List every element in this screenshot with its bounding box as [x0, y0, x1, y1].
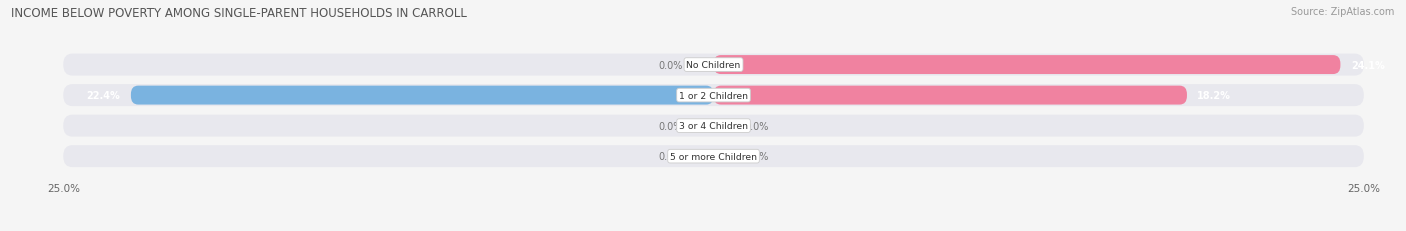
Text: INCOME BELOW POVERTY AMONG SINGLE-PARENT HOUSEHOLDS IN CARROLL: INCOME BELOW POVERTY AMONG SINGLE-PARENT… — [11, 7, 467, 20]
Text: 18.2%: 18.2% — [1198, 91, 1232, 101]
FancyBboxPatch shape — [63, 54, 1364, 76]
Text: 0.0%: 0.0% — [745, 121, 769, 131]
FancyBboxPatch shape — [713, 56, 1340, 75]
Text: Source: ZipAtlas.com: Source: ZipAtlas.com — [1291, 7, 1395, 17]
FancyBboxPatch shape — [713, 86, 1187, 105]
Text: No Children: No Children — [686, 61, 741, 70]
Text: 5 or more Children: 5 or more Children — [671, 152, 756, 161]
Text: 22.4%: 22.4% — [87, 91, 121, 101]
Text: 1 or 2 Children: 1 or 2 Children — [679, 91, 748, 100]
Text: 24.1%: 24.1% — [1351, 60, 1385, 70]
FancyBboxPatch shape — [63, 115, 1364, 137]
Text: 0.0%: 0.0% — [745, 152, 769, 161]
Text: 0.0%: 0.0% — [658, 121, 682, 131]
FancyBboxPatch shape — [131, 86, 713, 105]
FancyBboxPatch shape — [63, 146, 1364, 167]
Text: 0.0%: 0.0% — [658, 152, 682, 161]
Text: 0.0%: 0.0% — [658, 60, 682, 70]
FancyBboxPatch shape — [63, 85, 1364, 107]
Text: 3 or 4 Children: 3 or 4 Children — [679, 122, 748, 131]
